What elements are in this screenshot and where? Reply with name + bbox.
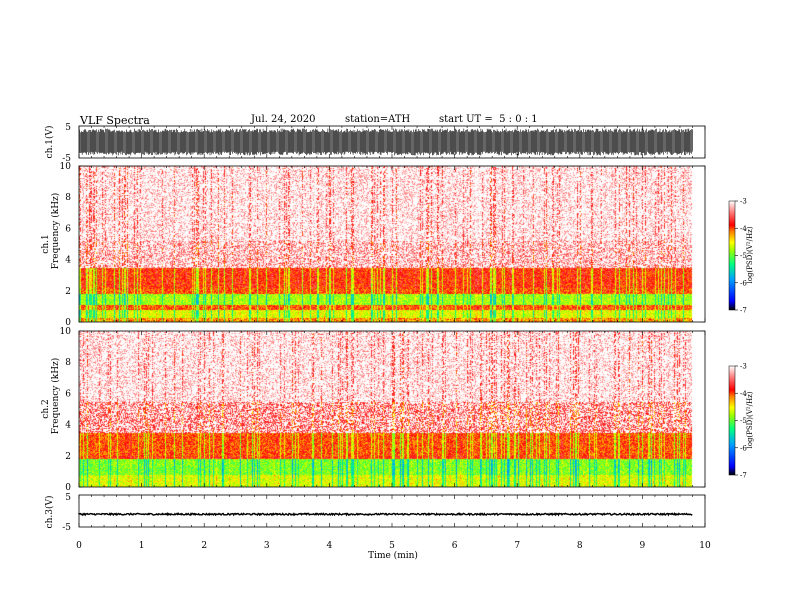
ch1-ytick-bottom: -5 <box>62 154 71 164</box>
ch2-colorbar-ticks: -3 -4 -5 -6 -7 <box>735 363 747 480</box>
time-axis-ticklabels: 0 1 2 3 4 5 6 7 8 9 10 <box>76 541 711 551</box>
time-tick-label: 8 <box>577 541 583 551</box>
freq-tick-label: 6 <box>65 224 71 234</box>
colorbar-tick-label: -7 <box>740 472 747 480</box>
ch3-waveform-panel: ch.3(V) 5 -5 0 1 2 3 4 5 6 7 8 9 10 Time (min) <box>44 493 711 561</box>
time-tick-label: 6 <box>452 541 458 551</box>
freq-tick-label: 10 <box>60 327 72 337</box>
ch1-spec-ylabel-line2: Frequency (kHz) <box>50 193 61 270</box>
ch1-ytick-top: 5 <box>65 123 71 133</box>
ch3-frame <box>78 494 706 528</box>
time-tick-label: 1 <box>139 541 145 551</box>
time-tick-label: 3 <box>264 541 270 551</box>
ch2-colorbar-label: log(PSD)(V²/Hz) <box>746 391 754 448</box>
freq-tick-label: 4 <box>65 256 71 266</box>
colorbar-tick-label: -7 <box>740 307 747 315</box>
time-tick-label: 7 <box>514 541 520 551</box>
ch1-spec-frame <box>78 165 706 323</box>
time-tick-label: 4 <box>327 541 333 551</box>
ch1-colorbar-ticks: -3 -4 -5 -6 -7 <box>735 198 747 315</box>
ch3-axis-ticks <box>78 495 706 527</box>
ch2-spec-frame <box>78 330 706 488</box>
freq-tick-label: 2 <box>65 287 71 297</box>
colorbar-tick-label: -4 <box>740 225 747 233</box>
ch3-ytick-top: 5 <box>65 493 71 503</box>
colorbar-tick-label: -5 <box>740 417 747 425</box>
colorbar-tick-label: -6 <box>740 444 747 452</box>
ch3-waveform-trace <box>78 512 693 517</box>
ch1-waveform-panel: ch.1(V) 5 -5 <box>44 123 706 164</box>
ch2-spec-ylabel-line1: ch.2 <box>41 399 51 418</box>
date-label: Jul. 24, 2020 <box>251 114 316 125</box>
ch1-ylabel: ch.1(V) <box>44 126 55 159</box>
colorbar-tick-label: -3 <box>740 198 747 206</box>
ch3-ytick-bottom: -5 <box>62 523 71 533</box>
freq-tick-label: 0 <box>65 483 71 493</box>
freq-tick-label: 0 <box>65 318 71 328</box>
freq-tick-label: 6 <box>65 389 71 399</box>
freq-tick-label: 8 <box>65 358 71 368</box>
freq-tick-label: 10 <box>60 162 72 172</box>
freq-tick-label: 4 <box>65 421 71 431</box>
ch1-spec-axis-ticks <box>78 166 706 322</box>
ch3-ylabel: ch.3(V) <box>44 496 55 529</box>
ch1-spec-ylabel-line1: ch.1 <box>41 234 51 253</box>
freq-tick-label: 2 <box>65 452 71 462</box>
freq-tick-label: 8 <box>65 193 71 203</box>
colorbar-tick-label: -5 <box>740 252 747 260</box>
ch1-colorbar <box>728 200 736 311</box>
ch2-spectrogram-image <box>79 331 705 487</box>
time-tick-label: 9 <box>640 541 646 551</box>
time-tick-label: 2 <box>201 541 207 551</box>
time-tick-label: 5 <box>389 541 395 551</box>
start-time-label: start UT = 5 : 0 : 1 <box>439 114 538 125</box>
station-label: station=ATH <box>345 114 411 125</box>
time-axis-label: Time (min) <box>368 550 418 561</box>
colorbar-tick-label: -4 <box>740 390 747 398</box>
colorbar-tick-label: -3 <box>740 363 747 371</box>
figure-title: VLF Spectra <box>80 114 150 127</box>
ch1-waveform-line <box>79 128 693 156</box>
colorbar-tick-label: -6 <box>740 279 747 287</box>
ch1-frame <box>78 125 706 159</box>
ch1-waveform-trace <box>79 128 693 156</box>
time-tick-label: 0 <box>76 541 82 551</box>
ch3-waveform-line <box>78 512 693 517</box>
ch1-spectrogram-image <box>79 166 705 322</box>
ch1-colorbar-label: log(PSD)(V²/Hz) <box>746 226 754 283</box>
time-tick-label: 10 <box>699 541 711 551</box>
ch2-spec-ylabel-line2: Frequency (kHz) <box>50 358 61 435</box>
ch2-colorbar <box>728 365 736 476</box>
